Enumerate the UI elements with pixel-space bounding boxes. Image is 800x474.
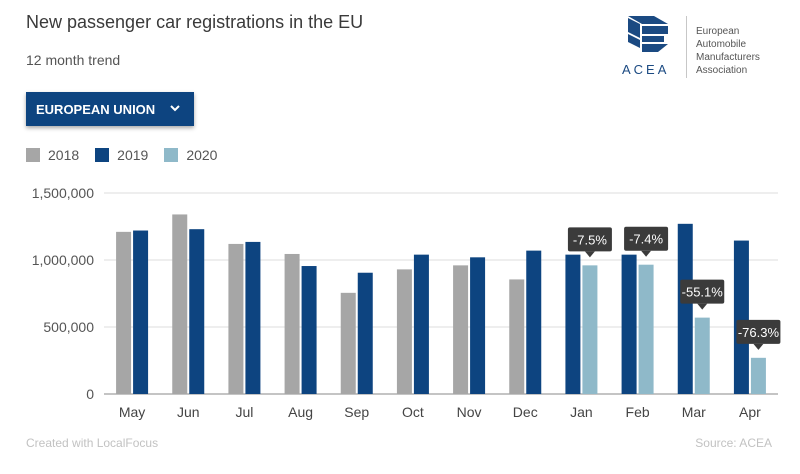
footer-source: Source: ACEA <box>695 436 772 450</box>
bar-2019-dec[interactable] <box>526 250 542 394</box>
bar-2019-aug[interactable] <box>301 266 317 394</box>
annotation-pointer <box>584 251 595 258</box>
logo-org-line: Manufacturers <box>696 52 760 63</box>
y-tick-label: 0 <box>86 386 94 402</box>
y-tick-label: 500,000 <box>43 319 94 335</box>
chevron-down-icon <box>170 105 180 112</box>
annotation-label: -55.1% <box>682 285 724 300</box>
bar-2019-apr[interactable] <box>733 240 749 394</box>
bar-2020-mar[interactable] <box>694 317 710 394</box>
chart-title: New passenger car registrations in the E… <box>26 12 364 32</box>
region-dropdown[interactable]: EUROPEAN UNION <box>26 92 194 126</box>
annotation-pointer <box>753 343 764 350</box>
bar-2019-jul[interactable] <box>245 241 261 394</box>
annotation-label: -76.3% <box>738 325 780 340</box>
logo-org-line: Automobile <box>696 39 747 50</box>
legend-label: 2018 <box>48 147 80 163</box>
bar-2019-sep[interactable] <box>357 272 373 394</box>
legend-item-2019[interactable]: 2019 <box>95 147 148 163</box>
x-tick-label-jul: Jul <box>235 404 253 420</box>
annotation-pointer <box>641 250 652 257</box>
annotation-box <box>624 226 669 251</box>
bar-2018-sep[interactable] <box>340 292 356 394</box>
bar-2020-apr[interactable] <box>750 357 766 394</box>
bar-2019-nov[interactable] <box>470 257 486 394</box>
bar-2018-dec[interactable] <box>509 279 525 394</box>
annotation-box <box>680 279 725 304</box>
bar-2020-feb[interactable] <box>638 264 654 394</box>
x-tick-label-oct: Oct <box>402 404 424 420</box>
annotation-box <box>567 227 612 252</box>
x-tick-label-apr: Apr <box>739 404 761 420</box>
x-tick-label-may: May <box>119 404 145 420</box>
bar-2018-aug[interactable] <box>284 253 300 394</box>
legend-swatch <box>95 148 110 162</box>
x-tick-label-jan: Jan <box>570 404 593 420</box>
region-dropdown-label: EUROPEAN UNION <box>36 101 156 117</box>
legend-item-2020[interactable]: 2020 <box>164 147 217 163</box>
annotation-pointer <box>697 303 708 310</box>
bar-2018-oct[interactable] <box>396 269 412 394</box>
acea-logo: ACEA European Automobile Manufacturers A… <box>620 12 790 82</box>
legend-swatch <box>164 148 179 162</box>
bar-2019-feb[interactable] <box>621 254 637 394</box>
y-tick-label: 1,000,000 <box>32 252 94 268</box>
x-tick-label-jun: Jun <box>177 404 200 420</box>
x-tick-label-aug: Aug <box>288 404 313 420</box>
acea-logo-mark <box>628 16 668 52</box>
logo-wordmark: ACEA <box>622 62 670 77</box>
x-tick-label-sep: Sep <box>344 404 369 420</box>
x-tick-label-nov: Nov <box>457 404 482 420</box>
logo-org-line: European <box>696 26 740 37</box>
annotation-box <box>736 319 781 344</box>
logo-org-line: Association <box>696 65 748 76</box>
bar-2019-may[interactable] <box>133 230 149 394</box>
chart-legend: 2018 2019 2020 <box>26 147 233 163</box>
bar-2018-may[interactable] <box>116 231 132 394</box>
bar-2019-jan[interactable] <box>565 254 581 394</box>
bar-2018-jun[interactable] <box>172 214 188 394</box>
legend-label: 2020 <box>186 147 218 163</box>
annotation-label: -7.4% <box>629 232 663 247</box>
chart-subtitle: 12 month trend <box>26 52 121 68</box>
logo-org-name: European Automobile Manufacturers Associ… <box>696 25 788 77</box>
y-tick-label: 1,500,000 <box>32 185 94 201</box>
bar-2019-mar[interactable] <box>677 223 693 394</box>
footer-credit: Created with LocalFocus <box>26 436 159 450</box>
annotation-label: -7.5% <box>573 232 607 247</box>
bar-2018-nov[interactable] <box>453 265 469 394</box>
legend-item-2018[interactable]: 2018 <box>26 147 79 163</box>
x-tick-label-dec: Dec <box>513 404 538 420</box>
bar-2018-jul[interactable] <box>228 243 244 394</box>
logo-divider <box>686 16 687 78</box>
legend-label: 2019 <box>117 147 149 163</box>
x-tick-label-mar: Mar <box>682 404 706 420</box>
bar-2020-jan[interactable] <box>582 265 598 394</box>
bar-2019-oct[interactable] <box>413 254 429 394</box>
legend-swatch <box>26 148 40 162</box>
bar-2019-jun[interactable] <box>189 229 205 394</box>
x-tick-label-feb: Feb <box>626 404 650 420</box>
